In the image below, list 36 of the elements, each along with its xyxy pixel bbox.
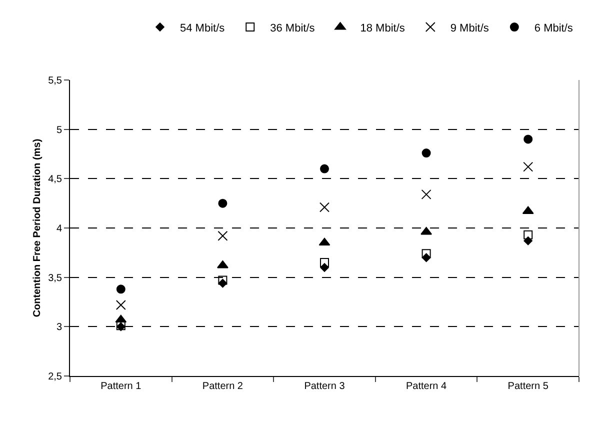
legend-label: 18 Mbit/s xyxy=(360,22,406,34)
y-tick-label: 5 xyxy=(56,124,62,136)
legend-label: 36 Mbit/s xyxy=(270,22,316,34)
point xyxy=(116,284,126,294)
point xyxy=(422,148,431,158)
point xyxy=(422,249,431,258)
y-tick-label: 4 xyxy=(56,224,62,234)
point xyxy=(320,258,329,268)
y-tick-label: 5,5 xyxy=(48,76,62,86)
point xyxy=(523,162,534,172)
x-tick-label: Pattern 2 xyxy=(202,381,244,392)
point xyxy=(524,134,533,144)
point xyxy=(524,230,533,240)
y-tick-label: 3 xyxy=(56,322,62,334)
point xyxy=(115,314,127,323)
point xyxy=(217,260,228,268)
x-tick-label: Pattern 5 xyxy=(508,381,549,392)
y-axis-title: Contention Free Period Duration (ms) xyxy=(32,138,43,318)
point xyxy=(320,164,329,174)
legend-label: 6 Mbit/s xyxy=(534,22,574,34)
point xyxy=(116,300,126,310)
point xyxy=(218,230,228,241)
point xyxy=(318,238,330,246)
y-tick-label: 4,5 xyxy=(48,174,62,186)
point xyxy=(320,202,330,212)
y-tick-label: 2,5 xyxy=(48,372,62,382)
point xyxy=(218,276,228,285)
legend-label: 54 Mbit/s xyxy=(180,22,226,34)
point xyxy=(420,226,432,235)
y-tick-label: 3,5 xyxy=(48,272,62,284)
legend-label: 9 Mbit/s xyxy=(450,22,490,34)
x-tick-label: Pattern 4 xyxy=(406,381,448,392)
x-tick-label: Pattern 1 xyxy=(100,381,142,392)
x-tick-label: Pattern 3 xyxy=(304,381,346,392)
point xyxy=(421,189,432,200)
point xyxy=(218,198,228,208)
